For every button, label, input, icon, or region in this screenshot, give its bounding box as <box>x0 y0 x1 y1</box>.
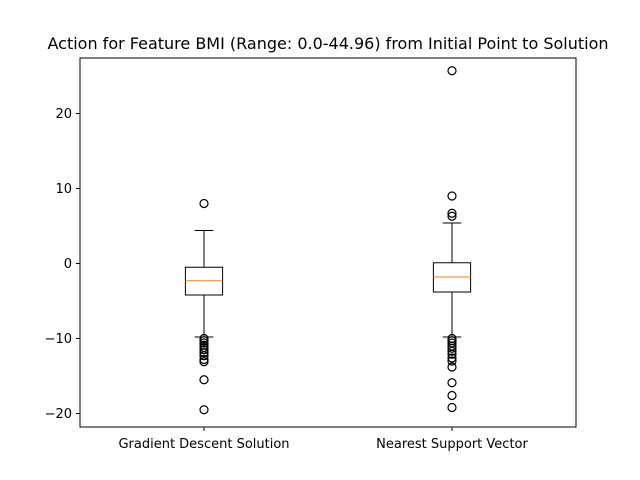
flier-point <box>447 349 457 359</box>
y-tick-label: 10 <box>55 182 72 197</box>
y-tick-label: −10 <box>45 332 72 347</box>
flier-point <box>199 198 209 209</box>
axes-frame <box>79 57 577 428</box>
flier-point <box>447 191 457 201</box>
y-tick-label: −20 <box>45 407 72 422</box>
flier-point <box>447 402 457 413</box>
flier-point <box>447 356 457 366</box>
flier-point <box>447 346 457 356</box>
flier-point <box>447 343 457 353</box>
chart-title: Action for Feature BMI (Range: 0.0-44.96… <box>47 34 608 53</box>
flier-point <box>447 208 457 218</box>
flier-point <box>447 378 457 388</box>
y-tick-label: 0 <box>64 257 72 272</box>
flier-point <box>199 345 209 355</box>
flier-point <box>199 348 209 358</box>
flier-point <box>447 353 457 363</box>
y-tick-label: 20 <box>55 107 72 122</box>
x-tick-label: Gradient Descent Solution <box>118 437 289 452</box>
flier-point <box>199 351 209 361</box>
flier-point <box>447 66 457 76</box>
flier-point <box>199 357 209 367</box>
flier-point <box>447 390 457 401</box>
flier-point <box>447 211 457 221</box>
flier-point <box>199 375 209 385</box>
flier-point <box>199 405 209 415</box>
flier-point <box>447 362 457 372</box>
plot-area: −20 −10 0 10 20 Gradient Descent Solution Near… <box>45 57 577 452</box>
x-tick-label: Nearest Support Vector <box>376 437 528 452</box>
